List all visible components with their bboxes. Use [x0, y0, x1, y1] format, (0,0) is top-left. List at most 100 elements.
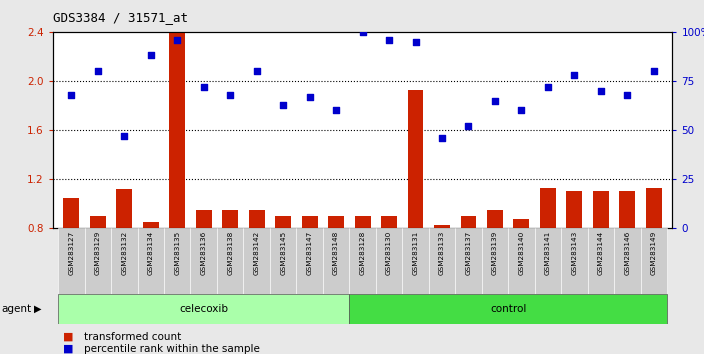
Point [225, 92, 236, 98]
Point [648, 68, 660, 74]
Bar [513, 218, 529, 326]
Bar [164, 228, 191, 294]
Bar [244, 228, 270, 294]
Bar [381, 216, 397, 326]
Text: GSM283146: GSM283146 [624, 231, 630, 275]
Text: GSM283129: GSM283129 [95, 231, 101, 275]
Text: GSM283127: GSM283127 [68, 231, 75, 275]
Bar [434, 225, 450, 326]
Bar [402, 228, 429, 294]
Text: GSM283132: GSM283132 [121, 231, 127, 275]
Text: GSM283130: GSM283130 [386, 231, 392, 275]
Text: GSM283147: GSM283147 [307, 231, 313, 275]
Bar [249, 210, 265, 326]
Text: GSM283138: GSM283138 [227, 231, 233, 275]
Bar [196, 210, 212, 326]
Bar [376, 228, 402, 294]
Bar [111, 228, 137, 294]
Point [119, 133, 130, 139]
Bar [169, 0, 185, 326]
Bar [58, 294, 349, 324]
Text: GSM283139: GSM283139 [492, 231, 498, 275]
Bar [217, 228, 244, 294]
Text: ▶: ▶ [34, 304, 42, 314]
Bar [540, 188, 556, 326]
Text: GSM283137: GSM283137 [465, 231, 472, 275]
Point [65, 92, 77, 98]
Bar [328, 216, 344, 326]
Text: control: control [490, 304, 527, 314]
Bar [296, 228, 323, 294]
Bar [620, 192, 635, 326]
Bar [275, 216, 291, 326]
Bar [355, 216, 370, 326]
Bar [508, 228, 534, 294]
Bar [429, 228, 455, 294]
Bar [222, 210, 238, 326]
Bar [482, 228, 508, 294]
Point [516, 108, 527, 113]
Bar [323, 228, 349, 294]
Bar [487, 210, 503, 326]
Bar [302, 216, 318, 326]
Bar [567, 192, 582, 326]
Point [277, 102, 289, 107]
Point [622, 92, 633, 98]
Text: GSM283144: GSM283144 [598, 231, 604, 275]
Bar [593, 192, 609, 326]
Point [357, 29, 368, 35]
Bar [349, 228, 376, 294]
Point [92, 68, 103, 74]
Bar [614, 228, 641, 294]
Point [489, 98, 501, 103]
Text: agent: agent [1, 304, 32, 314]
Text: GSM283145: GSM283145 [280, 231, 286, 275]
Point [569, 72, 580, 78]
Text: celecoxib: celecoxib [180, 304, 228, 314]
Bar [455, 228, 482, 294]
Text: GSM283133: GSM283133 [439, 231, 445, 275]
Bar [58, 228, 84, 294]
Text: ■: ■ [63, 332, 74, 342]
Point [595, 88, 606, 94]
Bar [116, 189, 132, 326]
Text: GSM283128: GSM283128 [360, 231, 365, 275]
Text: GSM283149: GSM283149 [650, 231, 657, 275]
Point [145, 53, 156, 58]
Bar [646, 188, 662, 326]
Bar [408, 90, 423, 326]
Bar [460, 216, 477, 326]
Bar [534, 228, 561, 294]
Bar [191, 228, 217, 294]
Bar [588, 228, 614, 294]
Text: percentile rank within the sample: percentile rank within the sample [84, 344, 260, 354]
Bar [349, 294, 667, 324]
Bar [63, 198, 80, 326]
Bar [143, 222, 158, 326]
Bar [84, 228, 111, 294]
Point [410, 39, 421, 45]
Text: GSM283142: GSM283142 [253, 231, 260, 275]
Text: ■: ■ [63, 344, 74, 354]
Point [436, 135, 448, 141]
Point [172, 37, 183, 42]
Bar [90, 216, 106, 326]
Text: GSM283140: GSM283140 [518, 231, 524, 275]
Text: GSM283136: GSM283136 [201, 231, 207, 275]
Text: GSM283131: GSM283131 [413, 231, 418, 275]
Text: GSM283135: GSM283135 [174, 231, 180, 275]
Point [463, 123, 474, 129]
Bar [270, 228, 296, 294]
Point [198, 84, 209, 90]
Text: GSM283143: GSM283143 [572, 231, 577, 275]
Bar [137, 228, 164, 294]
Point [330, 108, 341, 113]
Text: transformed count: transformed count [84, 332, 182, 342]
Bar [561, 228, 588, 294]
Text: GSM283141: GSM283141 [545, 231, 551, 275]
Text: GDS3384 / 31571_at: GDS3384 / 31571_at [53, 11, 188, 24]
Bar [641, 228, 667, 294]
Point [251, 68, 263, 74]
Point [542, 84, 553, 90]
Point [304, 94, 315, 99]
